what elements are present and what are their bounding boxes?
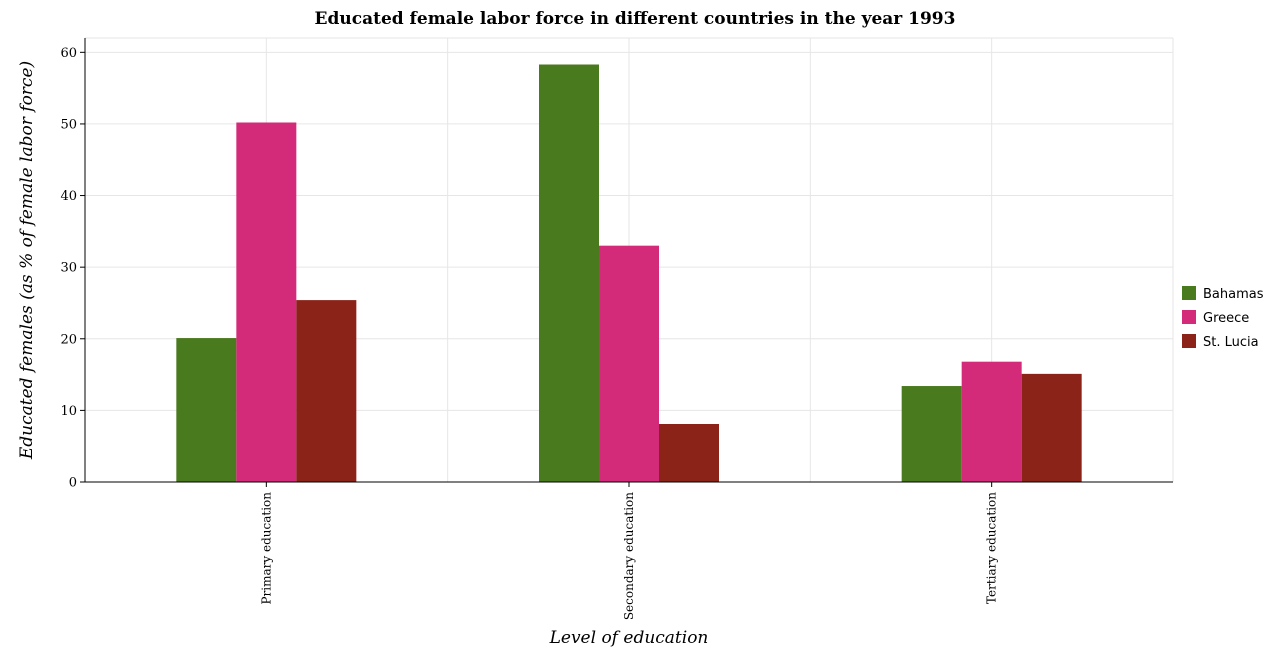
x-ticks: Primary education Secondary education Tert…	[259, 482, 999, 620]
legend-label: St. Lucia	[1203, 335, 1259, 350]
y-tick-label: 60	[60, 46, 77, 61]
y-tick-label: 20	[60, 332, 77, 347]
y-tick-label: 50	[60, 117, 77, 132]
y-tick-label: 30	[60, 261, 77, 276]
bar-bahamas-1	[539, 64, 599, 483]
bar-st-lucia-1	[659, 423, 719, 482]
y-tick-label: 10	[60, 404, 77, 419]
y-tick-label: 40	[60, 189, 77, 204]
x-tick-label: Tertiary education	[985, 492, 999, 604]
bars	[176, 64, 1082, 483]
bar-greece-2	[961, 361, 1022, 482]
x-axis-label: Level of education	[549, 628, 709, 648]
bar-bahamas-2	[901, 386, 962, 482]
chart-title: Educated female labor force in different…	[315, 9, 956, 29]
x-tick-label: Secondary education	[622, 492, 636, 620]
bar-greece-0	[236, 122, 297, 482]
x-tick-label: Primary education	[259, 492, 273, 605]
legend-label: Bahamas	[1203, 287, 1264, 302]
legend-swatch	[1182, 310, 1196, 324]
bar-bahamas-0	[176, 338, 237, 482]
bar-st-lucia-2	[1021, 373, 1082, 482]
legend-label: Greece	[1203, 311, 1249, 326]
y-tick-label: 0	[69, 476, 77, 491]
y-ticks: 0 10 20 30 40 50 60	[60, 46, 85, 491]
y-axis-label: Educated females (as % of female labor f…	[17, 61, 37, 460]
legend: Bahamas Greece St. Lucia	[1182, 286, 1264, 350]
bar-st-lucia-0	[296, 300, 357, 482]
legend-swatch	[1182, 334, 1196, 348]
bar-greece-1	[599, 245, 659, 482]
legend-swatch	[1182, 286, 1196, 300]
